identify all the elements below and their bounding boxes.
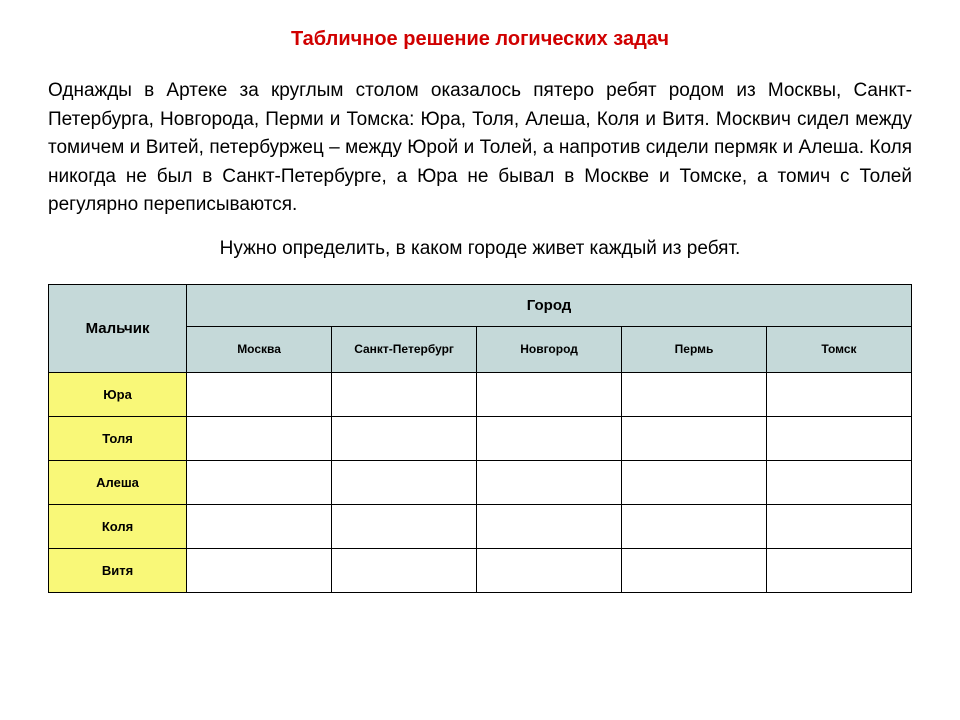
data-cell <box>622 416 767 460</box>
header-city: Пермь <box>622 326 767 372</box>
data-cell <box>622 460 767 504</box>
data-cell <box>187 504 332 548</box>
data-cell <box>767 460 912 504</box>
data-cell <box>477 504 622 548</box>
name-cell: Коля <box>49 504 187 548</box>
data-cell <box>332 416 477 460</box>
header-city: Новгород <box>477 326 622 372</box>
data-cell <box>187 548 332 592</box>
data-cell <box>477 416 622 460</box>
logic-table: Мальчик Город Москва Санкт-Петербург Нов… <box>48 284 912 593</box>
table-row: Алеша <box>49 460 912 504</box>
data-cell <box>622 504 767 548</box>
header-city: Санкт-Петербург <box>332 326 477 372</box>
data-cell <box>622 372 767 416</box>
data-cell <box>477 548 622 592</box>
table-row: Юра <box>49 372 912 416</box>
name-cell: Витя <box>49 548 187 592</box>
data-cell <box>187 372 332 416</box>
data-cell <box>767 416 912 460</box>
data-cell <box>767 504 912 548</box>
table-row: Витя <box>49 548 912 592</box>
data-cell <box>332 504 477 548</box>
task-line: Нужно определить, в каком городе живет к… <box>48 238 912 260</box>
data-cell <box>622 548 767 592</box>
header-city: Томск <box>767 326 912 372</box>
page-title: Табличное решение логических задач <box>48 28 912 51</box>
header-boy: Мальчик <box>49 284 187 372</box>
name-cell: Алеша <box>49 460 187 504</box>
header-city-group: Город <box>187 284 912 326</box>
name-cell: Юра <box>49 372 187 416</box>
header-city: Москва <box>187 326 332 372</box>
name-cell: Толя <box>49 416 187 460</box>
problem-text: Однажды в Артеке за круглым столом оказа… <box>48 77 912 220</box>
data-cell <box>477 372 622 416</box>
table-row: Толя <box>49 416 912 460</box>
table-row: Коля <box>49 504 912 548</box>
data-cell <box>477 460 622 504</box>
data-cell <box>332 548 477 592</box>
data-cell <box>332 460 477 504</box>
data-cell <box>767 548 912 592</box>
data-cell <box>767 372 912 416</box>
data-cell <box>187 416 332 460</box>
data-cell <box>187 460 332 504</box>
data-cell <box>332 372 477 416</box>
